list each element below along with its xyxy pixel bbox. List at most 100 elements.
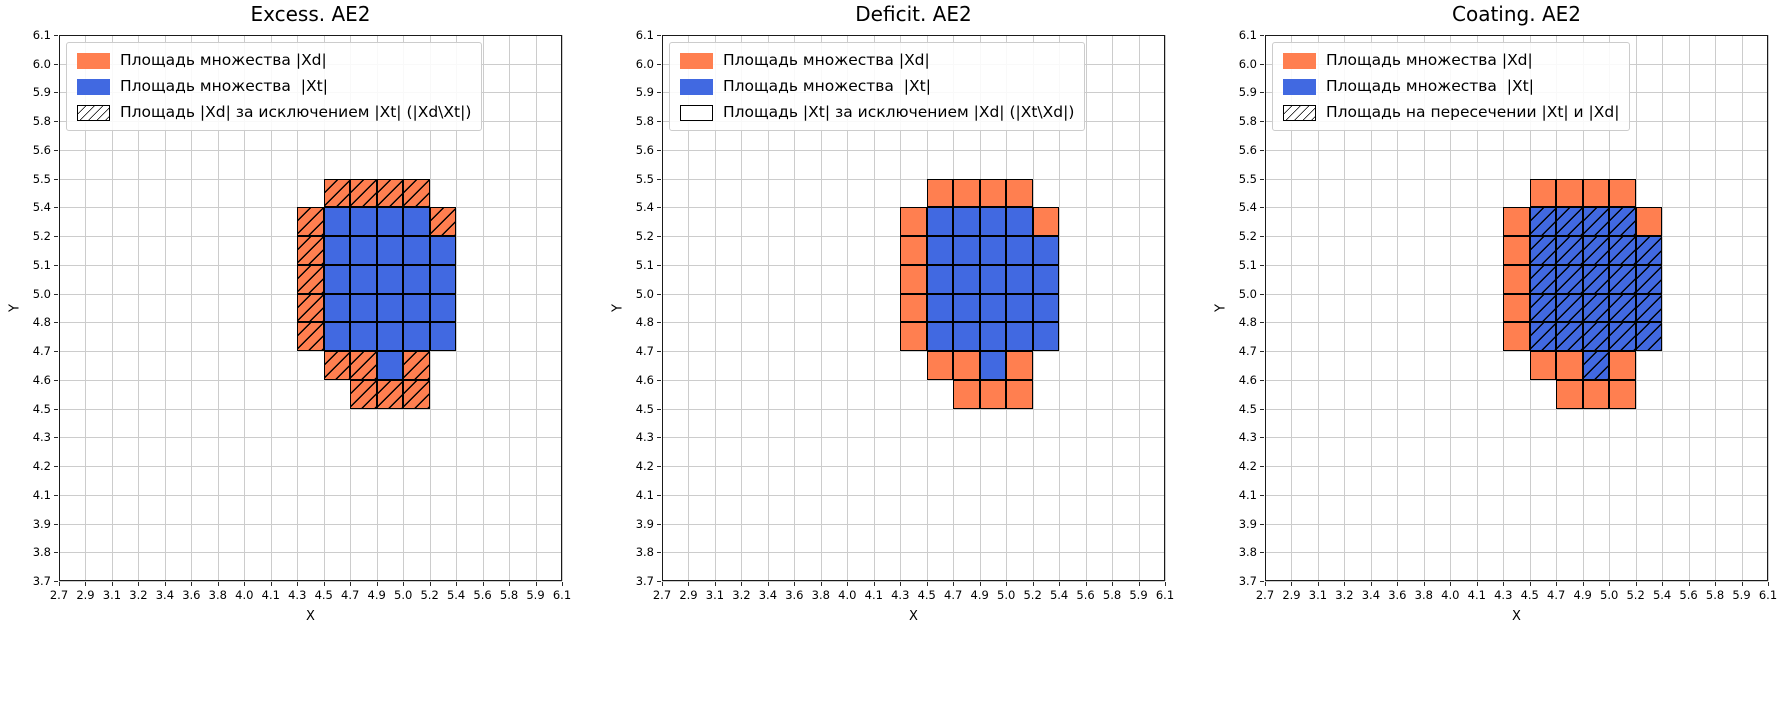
y-tick-label: 4.7 — [635, 344, 654, 359]
x-tick-label: 3.4 — [1361, 588, 1381, 602]
y-tick-label: 4.3 — [1238, 430, 1257, 445]
grid-cell — [1556, 351, 1583, 380]
y-tick-label: 4.8 — [1238, 315, 1257, 330]
x-tick-mark — [297, 582, 299, 586]
x-tick-mark — [1609, 582, 1611, 586]
orange-swatch — [680, 52, 713, 69]
y-tick-label: 5.1 — [32, 257, 51, 272]
grid-cell — [1529, 293, 1557, 323]
x-tick-mark — [482, 582, 484, 586]
y-tick-mark — [54, 63, 58, 65]
grid-cell — [403, 264, 430, 294]
legend-entry: Площадь множества |Xd| — [680, 51, 1074, 70]
x-tick-label: 3.4 — [155, 588, 175, 602]
gridline-horizontal — [59, 379, 562, 381]
grid-cell — [1582, 207, 1610, 237]
x-tick-label: 2.7 — [652, 588, 672, 602]
y-tick-mark — [657, 581, 661, 582]
grid-cell — [979, 351, 1007, 380]
x-tick-label: 3.4 — [758, 588, 778, 602]
gridline-vertical — [85, 35, 87, 581]
y-tick-mark — [54, 322, 58, 324]
x-tick-mark — [244, 582, 246, 586]
y-tick-label: 6.1 — [635, 28, 654, 42]
legend-label: Площадь |Xt| за исключением |Xd| (|Xt\Xd… — [723, 103, 1075, 121]
grid-cell — [1556, 178, 1583, 208]
x-tick-label: 6.1 — [1758, 588, 1778, 602]
grid-cell — [297, 322, 324, 352]
y-axis-label: Y — [1213, 304, 1229, 312]
x-tick-label: 4.5 — [917, 588, 936, 602]
grid-cell — [297, 293, 324, 323]
blue-swatch — [680, 78, 713, 95]
x-tick-mark — [1370, 582, 1372, 586]
y-tick-mark — [657, 494, 661, 496]
y-tick-label: 5.5 — [1238, 171, 1257, 186]
grid-cell — [1006, 264, 1033, 294]
grid-cell — [376, 236, 404, 265]
y-tick-label: 4.2 — [32, 459, 51, 474]
x-tick-mark — [1450, 582, 1452, 586]
x-tick-label: 6.1 — [552, 588, 572, 602]
grid-cell — [1609, 293, 1636, 323]
grid-cell — [953, 351, 980, 380]
y-tick-mark — [1260, 35, 1264, 36]
grid-cell — [1529, 322, 1557, 352]
y-tick-mark — [657, 149, 661, 151]
y-tick-mark — [657, 293, 661, 295]
grid-cell — [900, 236, 927, 265]
grid-cell — [403, 351, 430, 380]
y-tick-label: 4.3 — [635, 430, 654, 445]
x-tick-label: 4.3 — [1494, 588, 1513, 602]
legend-label: Площадь множества |Xt| — [1326, 77, 1534, 95]
grid-cell — [900, 293, 927, 323]
legend-label: Площадь |Xd| за исключением |Xt| (|Xd\Xt… — [120, 103, 472, 121]
y-tick-label: 4.1 — [635, 487, 654, 502]
grid-cell — [297, 207, 324, 237]
gridline-vertical — [482, 35, 484, 581]
y-tick-label: 5.0 — [635, 286, 654, 301]
x-tick-mark — [873, 582, 875, 586]
grid-cell — [376, 293, 404, 323]
grid-cell — [1556, 264, 1583, 294]
x-tick-mark — [1032, 582, 1034, 586]
grid-cell — [1006, 207, 1033, 237]
x-tick-mark — [1688, 582, 1690, 586]
y-tick-label: 4.6 — [1238, 372, 1257, 387]
legend-entry: Площадь множества |Xt| — [1283, 77, 1619, 96]
grid-cell — [350, 207, 377, 237]
legend-entry: Площадь |Xt| за исключением |Xd| (|Xt\Xd… — [680, 103, 1074, 122]
x-tick-label: 3.2 — [129, 588, 148, 602]
y-tick-mark — [1260, 351, 1264, 353]
ticks-layer: 2.7 2.9 3.1 3.2 3.4 3.6 3.8 4.0 4.1 4.3 4.5 4.7 4.9 5… — [636, 29, 1174, 601]
y-tick-mark — [54, 351, 58, 353]
gridline-vertical — [1112, 35, 1114, 581]
gridline-horizontal — [59, 466, 562, 468]
gridline-vertical — [688, 35, 690, 581]
y-tick-label: 5.9 — [635, 85, 654, 100]
y-tick-mark — [1260, 121, 1264, 123]
x-tick-label: 4.7 — [341, 588, 360, 602]
grid-cell — [900, 322, 927, 352]
y-tick-label: 5.6 — [635, 142, 654, 157]
grid-cell — [323, 207, 351, 237]
grid-cell — [403, 236, 430, 265]
x-tick-mark — [767, 582, 769, 586]
y-tick-mark — [1260, 552, 1264, 554]
x-tick-label: 4.0 — [235, 588, 254, 602]
y-tick-label: 4.6 — [32, 372, 51, 387]
grid-cell — [926, 264, 954, 294]
cells-layer — [59, 35, 562, 581]
gridline-vertical — [244, 35, 246, 581]
y-tick-mark — [54, 293, 58, 295]
ticks-layer: 2.7 2.9 3.1 3.2 3.4 3.6 3.8 4.0 4.1 4.3 4.5 4.7 4.9 5… — [1239, 29, 1777, 601]
y-tick-label: 5.1 — [635, 257, 654, 272]
gridline-vertical — [847, 35, 849, 581]
gridline-vertical — [1450, 35, 1452, 581]
y-tick-label: 4.3 — [32, 430, 51, 445]
x-tick-label: 4.7 — [1547, 588, 1566, 602]
x-tick-label: 5.2 — [1626, 588, 1645, 602]
grid-cell — [323, 293, 351, 323]
x-tick-mark — [429, 582, 431, 586]
